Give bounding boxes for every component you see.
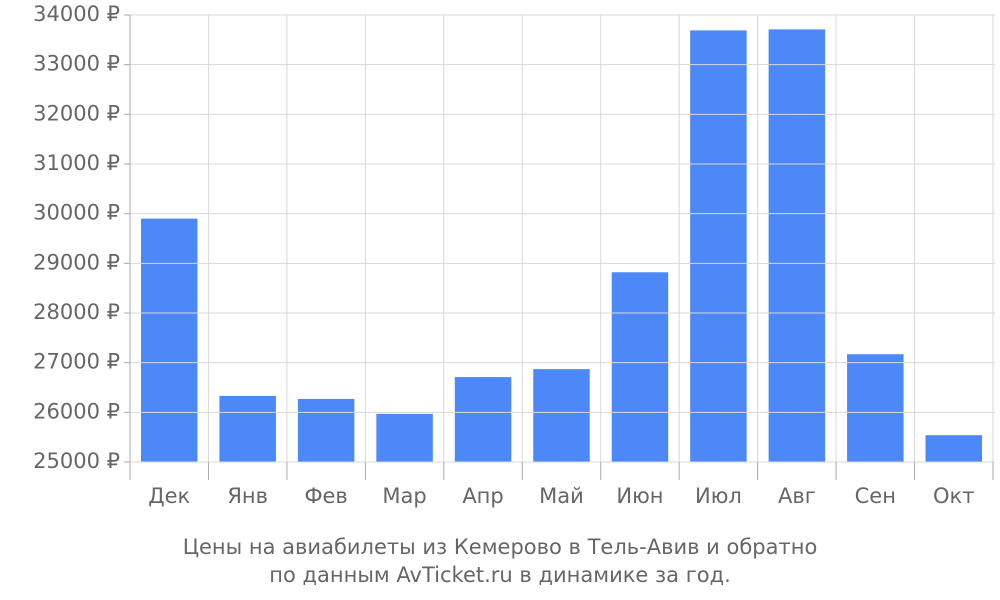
bar: [376, 413, 433, 462]
bar: [690, 30, 747, 462]
bar: [533, 369, 590, 462]
bar: [297, 398, 355, 462]
y-tick-label: 31000 ₽: [33, 151, 120, 175]
bar: [847, 354, 904, 462]
chart-title: по данным AvTicket.ru в динамике за год.: [269, 563, 731, 587]
x-tick-label: Мар: [382, 484, 426, 508]
bar: [219, 395, 276, 462]
x-tick-label: Сен: [855, 484, 896, 508]
y-tick-label: 25000 ₽: [33, 449, 120, 473]
chart-title: Цены на авиабилеты из Кемерово в Тель-Ав…: [183, 535, 818, 559]
y-tick-label: 28000 ₽: [33, 300, 120, 324]
bar: [768, 29, 826, 463]
bar: [454, 377, 512, 462]
x-tick-label: Июл: [695, 484, 742, 508]
bar: [925, 435, 983, 462]
y-tick-label: 32000 ₽: [33, 101, 120, 125]
x-tick-label: Окт: [933, 484, 974, 508]
y-tick-label: 34000 ₽: [33, 2, 120, 26]
y-tick-label: 26000 ₽: [33, 399, 120, 423]
x-tick-label: Апр: [462, 484, 503, 508]
x-tick-label: Май: [539, 484, 584, 508]
bar: [611, 272, 669, 462]
y-tick-label: 33000 ₽: [33, 52, 120, 76]
y-tick-label: 29000 ₽: [33, 250, 120, 274]
y-tick-label: 27000 ₽: [33, 350, 120, 374]
x-tick-label: Авг: [778, 484, 816, 508]
bar: [140, 218, 198, 462]
x-tick-label: Дек: [148, 484, 190, 508]
y-tick-label: 30000 ₽: [33, 201, 120, 225]
x-tick-label: Фев: [304, 484, 347, 508]
x-tick-label: Янв: [227, 484, 268, 508]
x-tick-label: Июн: [616, 484, 663, 508]
